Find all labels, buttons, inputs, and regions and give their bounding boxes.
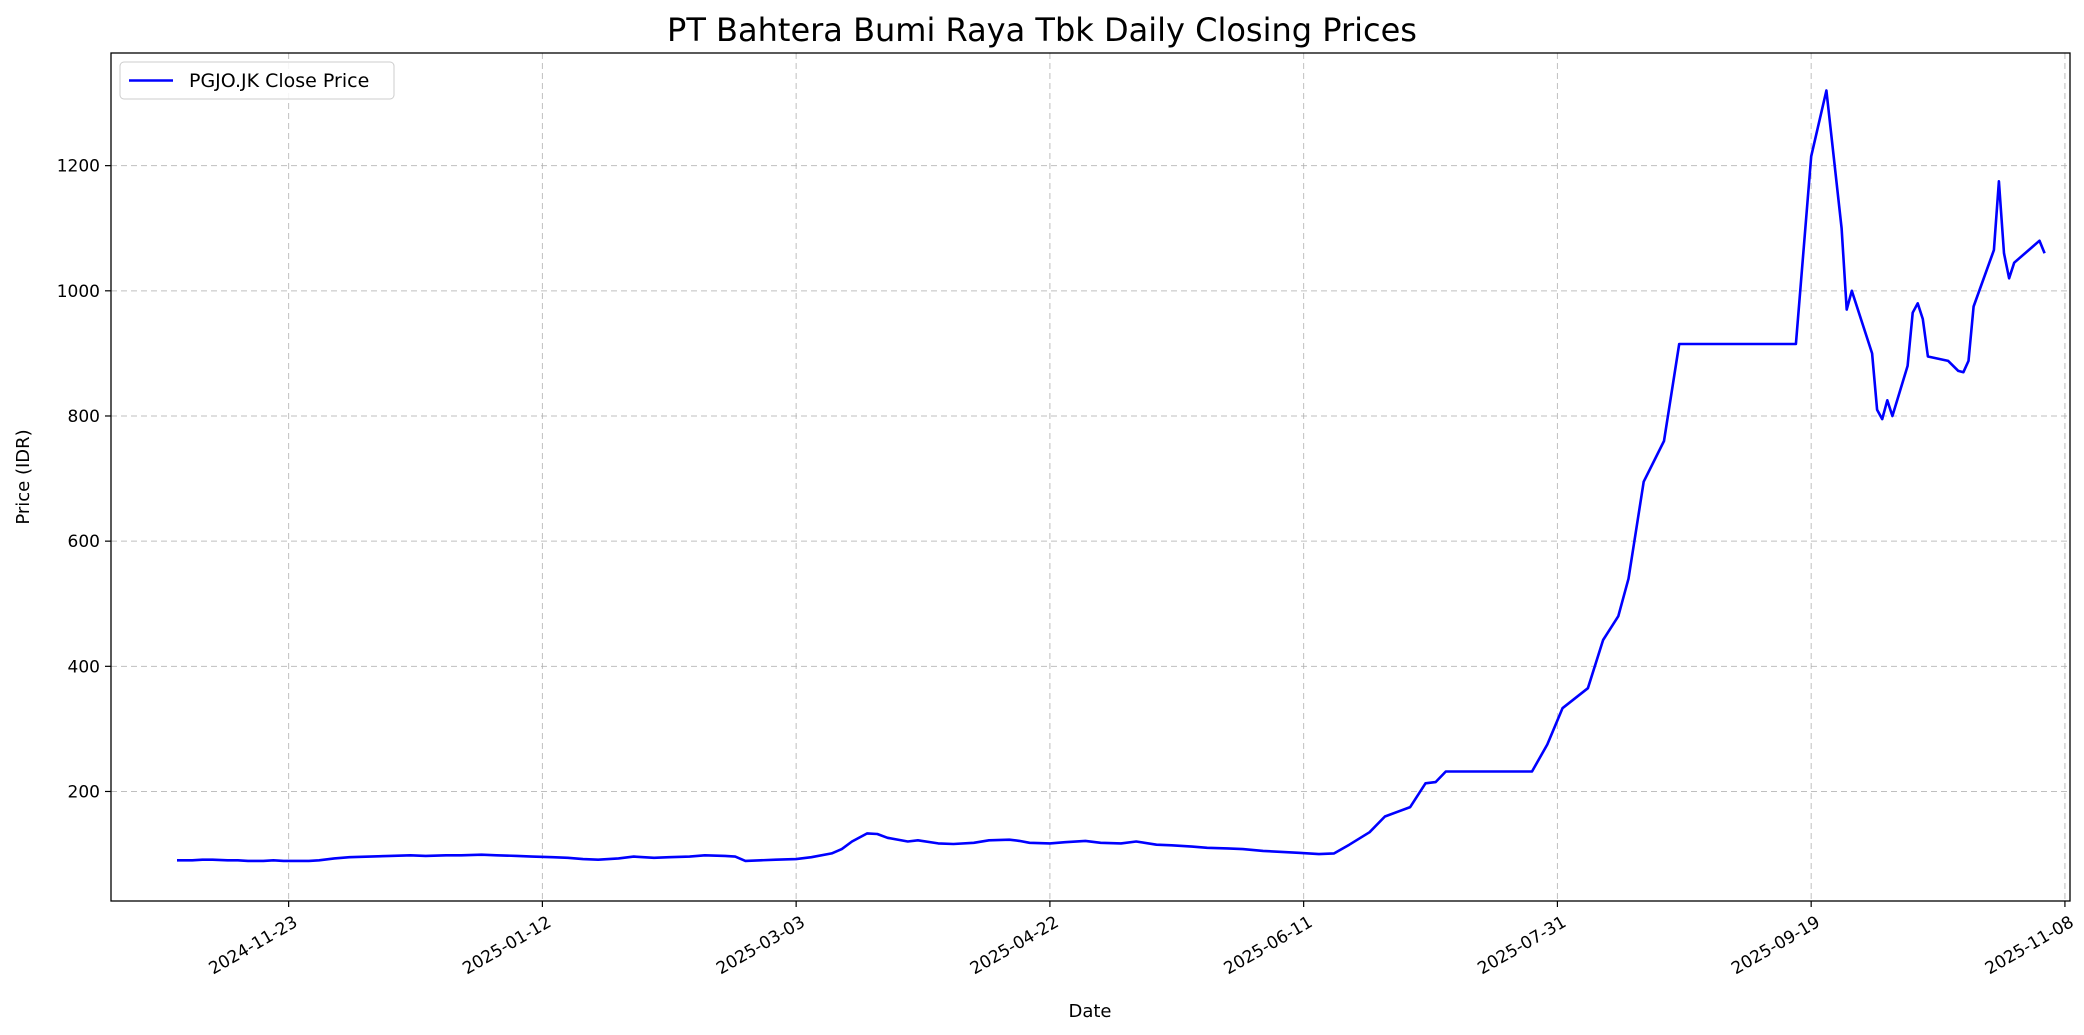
series-layer (177, 89, 2046, 863)
y-axis-title: Price (IDR) (13, 429, 34, 524)
x-tick-label: 2025-09-19 (1728, 912, 1824, 979)
x-tick-label: 2025-11-08 (1982, 912, 2078, 979)
y-tick-label: 1000 (57, 282, 100, 302)
x-tick-label: 2025-04-22 (967, 912, 1063, 979)
y-tick-label: 400 (68, 657, 100, 677)
legend-label: PGJO.JK Close Price (189, 70, 369, 92)
plot-frame (110, 52, 2071, 902)
chart-title: PT Bahtera Bumi Raya Tbk Daily Closing P… (667, 11, 1417, 49)
grid (111, 53, 2070, 901)
x-axis-title: Date (1068, 1001, 1111, 1022)
x-tick-label: 2025-01-12 (459, 912, 555, 979)
y-tick-label: 800 (68, 407, 100, 427)
series-line-pgjo (177, 89, 2046, 863)
legend: PGJO.JK Close Price (119, 61, 395, 100)
legend-box (119, 61, 395, 100)
x-tick-label: 2025-03-03 (713, 912, 809, 979)
y-tick-label: 600 (68, 532, 100, 552)
y-tick-label: 1200 (57, 157, 100, 177)
y-tick-label: 200 (68, 782, 100, 802)
x-tick-label: 2024-11-23 (206, 912, 302, 979)
x-tick-label: 2025-06-11 (1221, 912, 1317, 979)
x-tick-label: 2025-07-31 (1474, 912, 1570, 979)
